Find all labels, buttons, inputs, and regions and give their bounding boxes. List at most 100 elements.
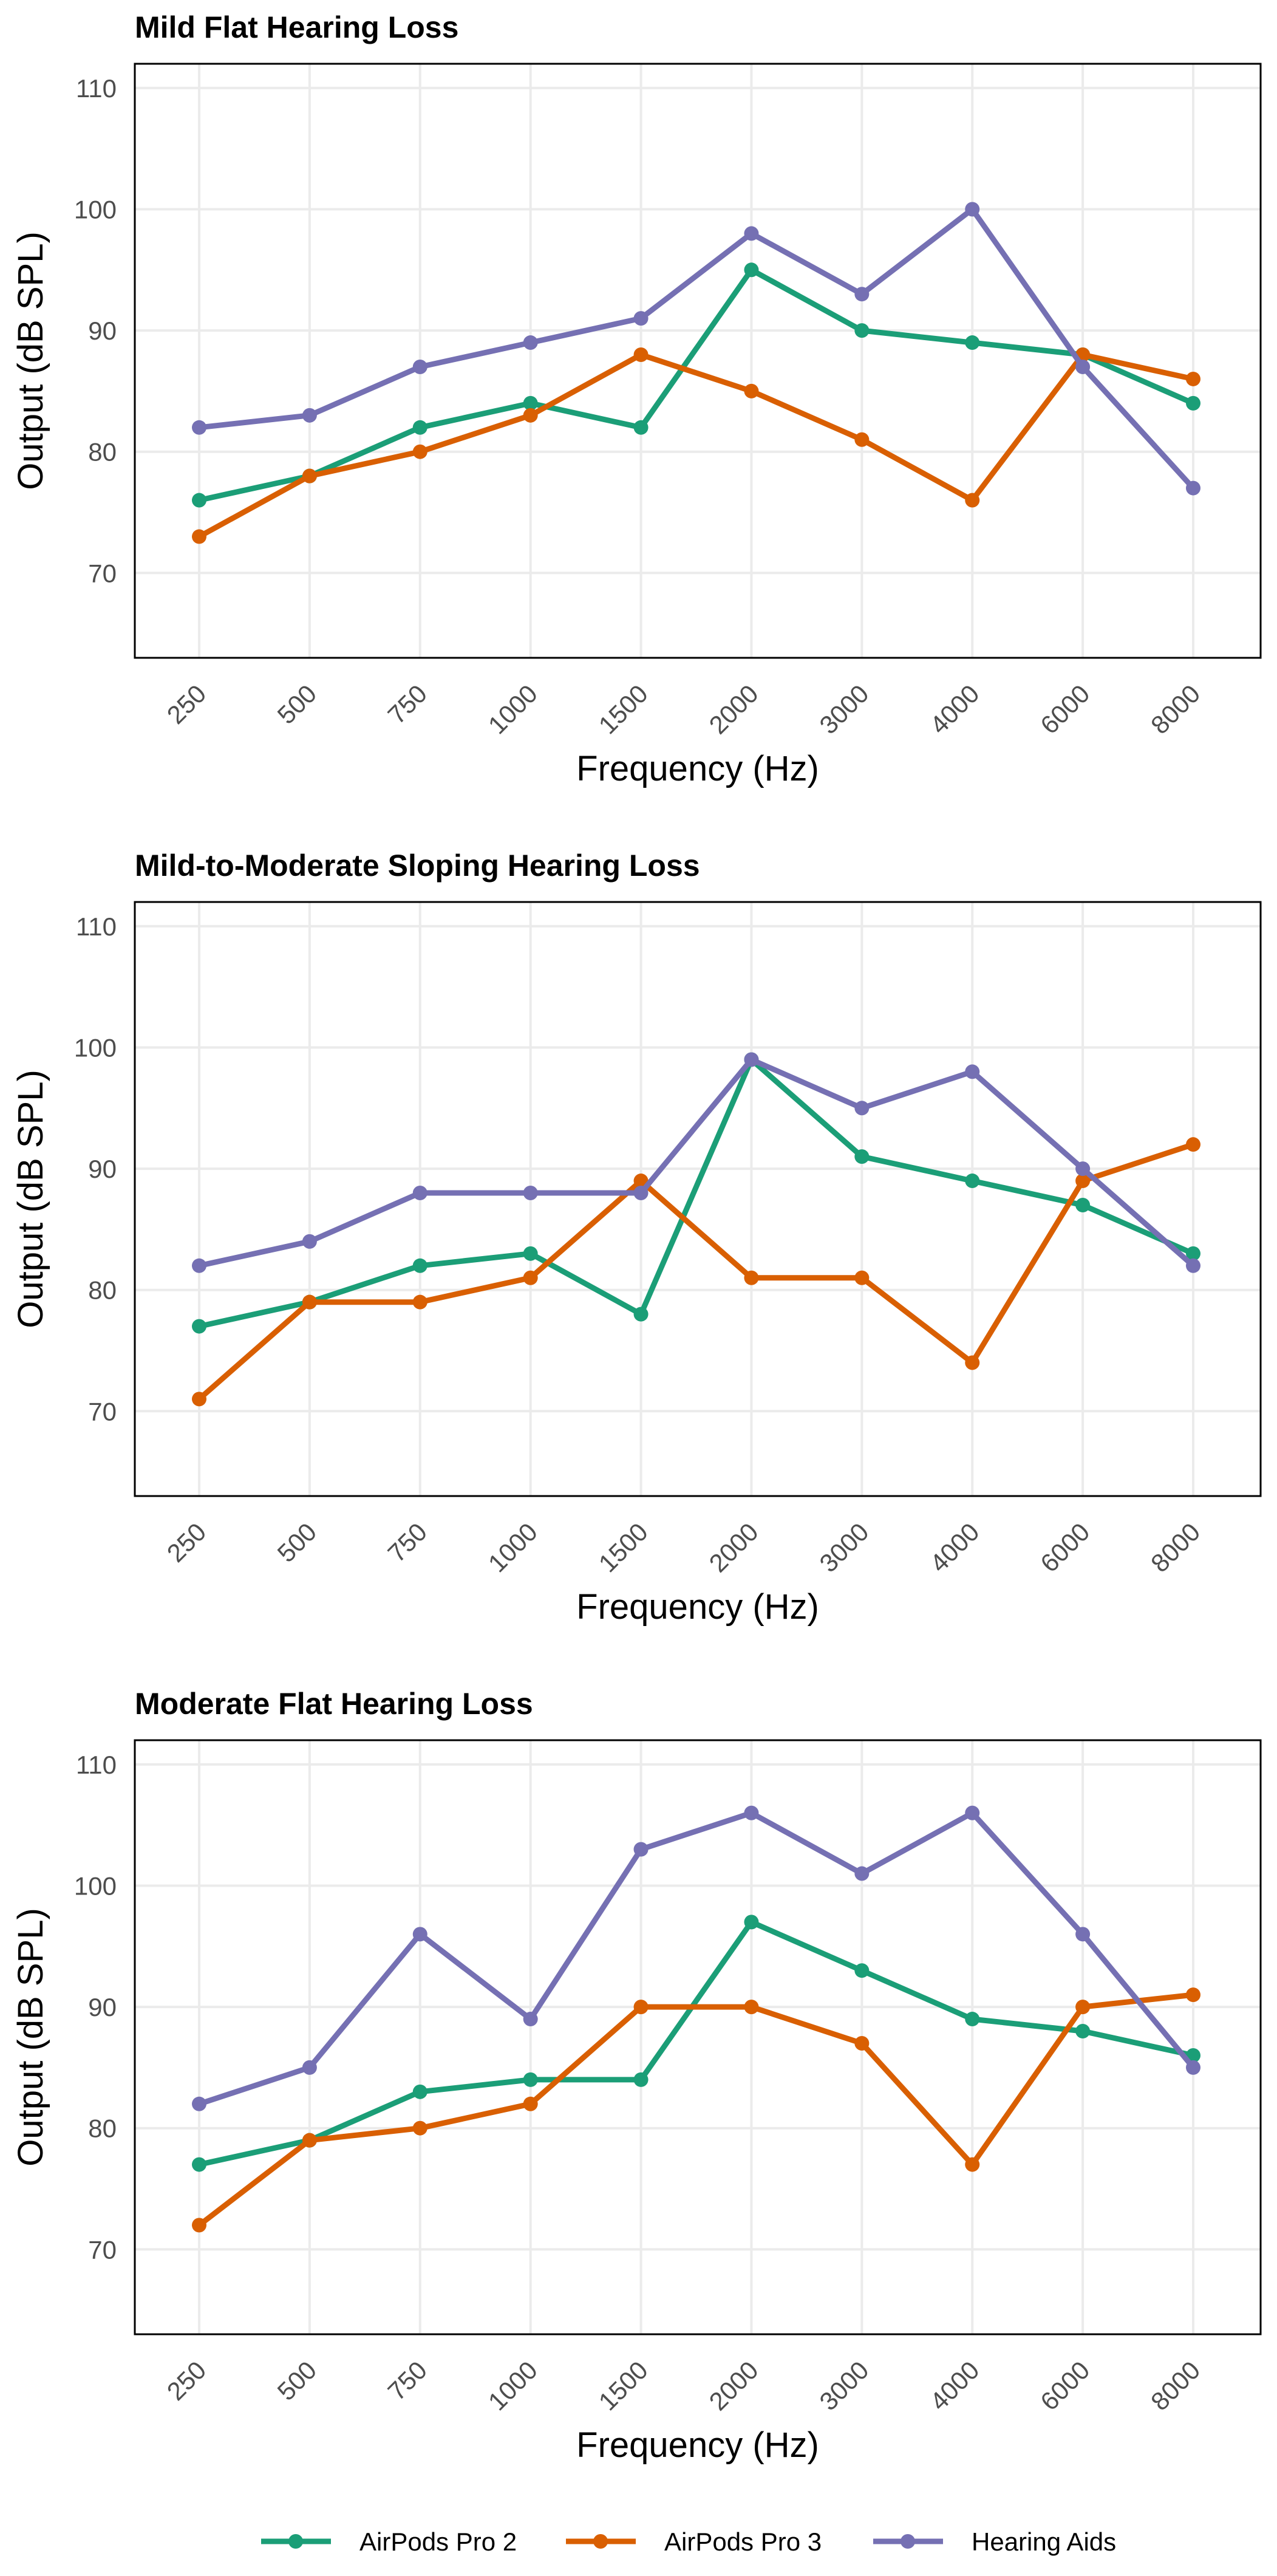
y-tick-label: 110 — [76, 912, 117, 941]
legend-item: AirPods Pro 3 — [566, 2527, 822, 2556]
data-point — [854, 1866, 870, 1881]
chart-panel-2: Mild-to-Moderate Sloping Hearing Loss 70 8… — [11, 849, 1262, 1627]
data-point — [523, 1186, 538, 1201]
data-point — [744, 226, 759, 241]
data-point — [965, 202, 980, 217]
x-tick-label: 500 — [271, 2356, 322, 2406]
series-line-hearing-aids — [196, 1057, 1196, 1269]
data-point — [965, 1805, 980, 1820]
data-point — [523, 1246, 538, 1261]
x-tick-label: 750 — [382, 1517, 432, 1568]
x-axis-label: Frequency (Hz) — [576, 2425, 819, 2465]
chart-panel-1: Mild Flat Hearing Loss 70 80 90 100 110 250 500… — [11, 10, 1262, 788]
data-point — [1186, 371, 1200, 386]
data-point — [523, 1270, 538, 1285]
y-axis-label: Output (dB SPL) — [11, 1070, 50, 1328]
data-point — [302, 1294, 317, 1310]
x-tick-label: 500 — [271, 679, 322, 729]
x-tick-label: 1000 — [483, 2356, 543, 2416]
data-point — [192, 2096, 206, 2111]
data-point — [744, 2000, 759, 2015]
data-point — [633, 2000, 649, 2015]
chart-panel-3: Moderate Flat Hearing Loss 70 80 90 100 110 25… — [11, 1687, 1262, 2465]
y-tick-label: 70 — [88, 2235, 117, 2264]
series-line-airpods-pro-3 — [196, 352, 1196, 539]
data-point — [412, 1186, 427, 1201]
x-tick-label: 750 — [382, 679, 432, 729]
data-point — [633, 311, 649, 326]
data-point — [633, 1842, 649, 1857]
data-point — [1186, 2060, 1200, 2075]
data-point — [192, 1392, 206, 1407]
series-line-airpods-pro-2 — [196, 1919, 1196, 2168]
plot-border — [134, 901, 1262, 1497]
legend: AirPods Pro 2 AirPods Pro 3 Hearing Aids — [261, 2527, 1116, 2556]
x-tick-label: 500 — [271, 1517, 322, 1568]
data-point — [965, 335, 980, 350]
data-point — [302, 468, 317, 483]
data-point — [1075, 1174, 1091, 1189]
y-tick-label: 70 — [88, 1397, 117, 1426]
x-tick-label: 2000 — [704, 1517, 764, 1577]
data-point — [744, 262, 759, 278]
data-point — [302, 2133, 317, 2148]
data-point — [744, 1805, 759, 1820]
data-point — [965, 493, 980, 508]
x-tick-label: 3000 — [814, 2356, 874, 2416]
data-point — [412, 1927, 427, 1942]
data-point — [854, 287, 870, 302]
y-tick-label: 80 — [88, 1276, 117, 1305]
legend-item: AirPods Pro 2 — [261, 2527, 517, 2556]
x-tick-label: 250 — [162, 679, 212, 729]
data-point — [192, 2218, 206, 2233]
data-point — [965, 1355, 980, 1370]
data-point — [854, 1963, 870, 1978]
x-axis-label: Frequency (Hz) — [576, 1587, 819, 1627]
data-point — [1186, 480, 1200, 496]
y-axis-label: Output (dB SPL) — [11, 231, 50, 490]
x-tick-label: 6000 — [1035, 1517, 1095, 1577]
y-tick-label: 100 — [74, 1034, 117, 1062]
x-tick-label: 750 — [382, 2356, 432, 2406]
data-point — [744, 383, 759, 398]
data-point — [192, 1258, 206, 1273]
data-point — [412, 359, 427, 374]
data-point — [523, 2012, 538, 2027]
data-point — [744, 1052, 759, 1067]
y-tick-label: 80 — [88, 438, 117, 466]
data-point — [744, 1915, 759, 1930]
x-tick-label: 6000 — [1035, 679, 1095, 739]
x-tick-label: 4000 — [924, 1517, 984, 1577]
chart-title: Mild Flat Hearing Loss — [135, 10, 458, 44]
legend-swatch-marker — [288, 2534, 303, 2549]
chart-title: Mild-to-Moderate Sloping Hearing Loss — [135, 849, 700, 883]
data-point — [523, 2072, 538, 2087]
series-line-hearing-aids — [196, 1810, 1196, 2107]
data-point — [1075, 1197, 1091, 1212]
y-axis-label: Output (dB SPL) — [11, 1908, 50, 2167]
data-point — [965, 2012, 980, 2027]
x-tick-label: 6000 — [1035, 2356, 1095, 2416]
series-line-airpods-pro-2 — [196, 1057, 1196, 1330]
x-tick-label: 4000 — [924, 2356, 984, 2416]
data-point — [965, 1174, 980, 1189]
data-point — [523, 2096, 538, 2111]
series-line-airpods-pro-3 — [196, 1992, 1196, 2228]
data-point — [192, 493, 206, 508]
data-point — [1075, 2024, 1091, 2039]
x-axis-label: Frequency (Hz) — [576, 749, 819, 788]
data-point — [412, 1294, 427, 1310]
data-point — [1186, 1258, 1200, 1273]
data-point — [965, 1064, 980, 1079]
data-point — [1075, 1927, 1091, 1942]
y-tick-label: 90 — [88, 1993, 117, 2021]
y-tick-label: 80 — [88, 2114, 117, 2143]
data-point — [854, 1101, 870, 1116]
data-point — [192, 529, 206, 544]
legend-swatch-marker — [901, 2534, 915, 2549]
data-point — [1186, 395, 1200, 411]
plot-border — [134, 1739, 1262, 2335]
x-tick-label: 1000 — [483, 679, 543, 739]
data-point — [523, 335, 538, 350]
